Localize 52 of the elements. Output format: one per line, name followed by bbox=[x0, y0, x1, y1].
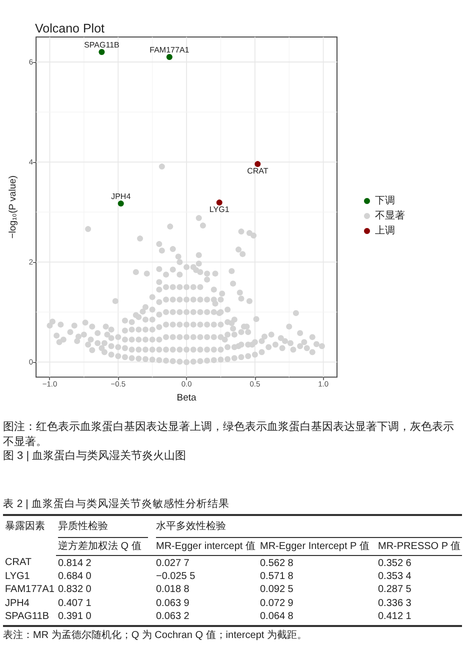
text: 0.072 9 bbox=[260, 598, 294, 609]
y-axis-title: −log₁₀(P value) bbox=[8, 175, 18, 239]
text: 0.092 5 bbox=[260, 584, 294, 596]
text: −0.025 5 bbox=[156, 570, 196, 582]
point bbox=[254, 161, 261, 168]
text: 0.027 7 bbox=[156, 558, 190, 569]
text: 0.814 2 bbox=[58, 558, 92, 569]
text: 异质性检验 bbox=[58, 516, 148, 538]
category-label: SPAG11B bbox=[5, 610, 50, 622]
text: 0.063 2 bbox=[156, 610, 190, 622]
text: 0.018 8 bbox=[156, 584, 190, 596]
annotation: JPH4 bbox=[111, 192, 132, 202]
text: 0.407 1 bbox=[58, 598, 92, 609]
text: 水平多效性检验 bbox=[156, 516, 462, 538]
chart-title: Volcano Plot bbox=[35, 22, 106, 36]
category-label: MR-Egger intercept 值 bbox=[154, 538, 258, 556]
text: 0.832 0 bbox=[58, 584, 92, 596]
annotation: SPAG11B bbox=[84, 40, 120, 50]
text: 0.063 9 bbox=[156, 598, 190, 609]
text: 表 2 | 血浆蛋白与类风湿关节炎敏感性分析结果 bbox=[3, 497, 230, 511]
text: 0.336 3 bbox=[378, 598, 412, 609]
category-label: MR-PRESSO P 值 bbox=[376, 538, 462, 556]
annotation: CRAT bbox=[247, 166, 268, 176]
text: 表注：MR 为孟德尔随机化；Q 为 Cochran Q 值；intercept 为截距。 bbox=[3, 629, 308, 644]
text: 0.391 0 bbox=[58, 610, 92, 622]
annotation: LYG1 bbox=[209, 205, 230, 214]
point bbox=[98, 49, 105, 56]
legend-label: 不显著 bbox=[375, 210, 405, 222]
category-label: 逆方差加权法 Q 值 bbox=[56, 538, 154, 556]
text: 暴露因素 bbox=[3, 515, 56, 556]
category-label: MR-Egger Intercept P 值 bbox=[258, 538, 376, 556]
text: 0.571 8 bbox=[260, 570, 294, 582]
x-axis-title: Beta bbox=[176, 392, 198, 404]
annotation: FAM177A1 bbox=[150, 46, 190, 55]
category-label: FAM177A1 bbox=[5, 584, 54, 596]
caption: 图 3 | 血浆蛋白与类风湿关节炎火山图 bbox=[3, 449, 188, 464]
text: 0.684 0 bbox=[58, 570, 92, 582]
text: 0.352 6 bbox=[378, 558, 412, 569]
category-label: LYG1 bbox=[5, 570, 30, 582]
text: 图注：红色表示血浆蛋白基因表达显著上调，绿色表示血浆蛋白基因表达显著下调，灰色表示不显著。 bbox=[3, 420, 455, 449]
text: 0.064 8 bbox=[260, 610, 294, 622]
text: 0.562 8 bbox=[260, 558, 294, 569]
legend-label: 上调 bbox=[375, 224, 395, 236]
category-label: JPH4 bbox=[5, 598, 30, 609]
legend-label: 下调 bbox=[375, 194, 395, 206]
text: 0.353 4 bbox=[378, 570, 412, 582]
text: 0.287 5 bbox=[378, 584, 412, 596]
category-label: CRAT bbox=[5, 557, 32, 568]
point bbox=[166, 54, 172, 60]
text: 0.412 1 bbox=[378, 610, 412, 622]
point bbox=[118, 200, 124, 207]
point bbox=[216, 200, 222, 206]
